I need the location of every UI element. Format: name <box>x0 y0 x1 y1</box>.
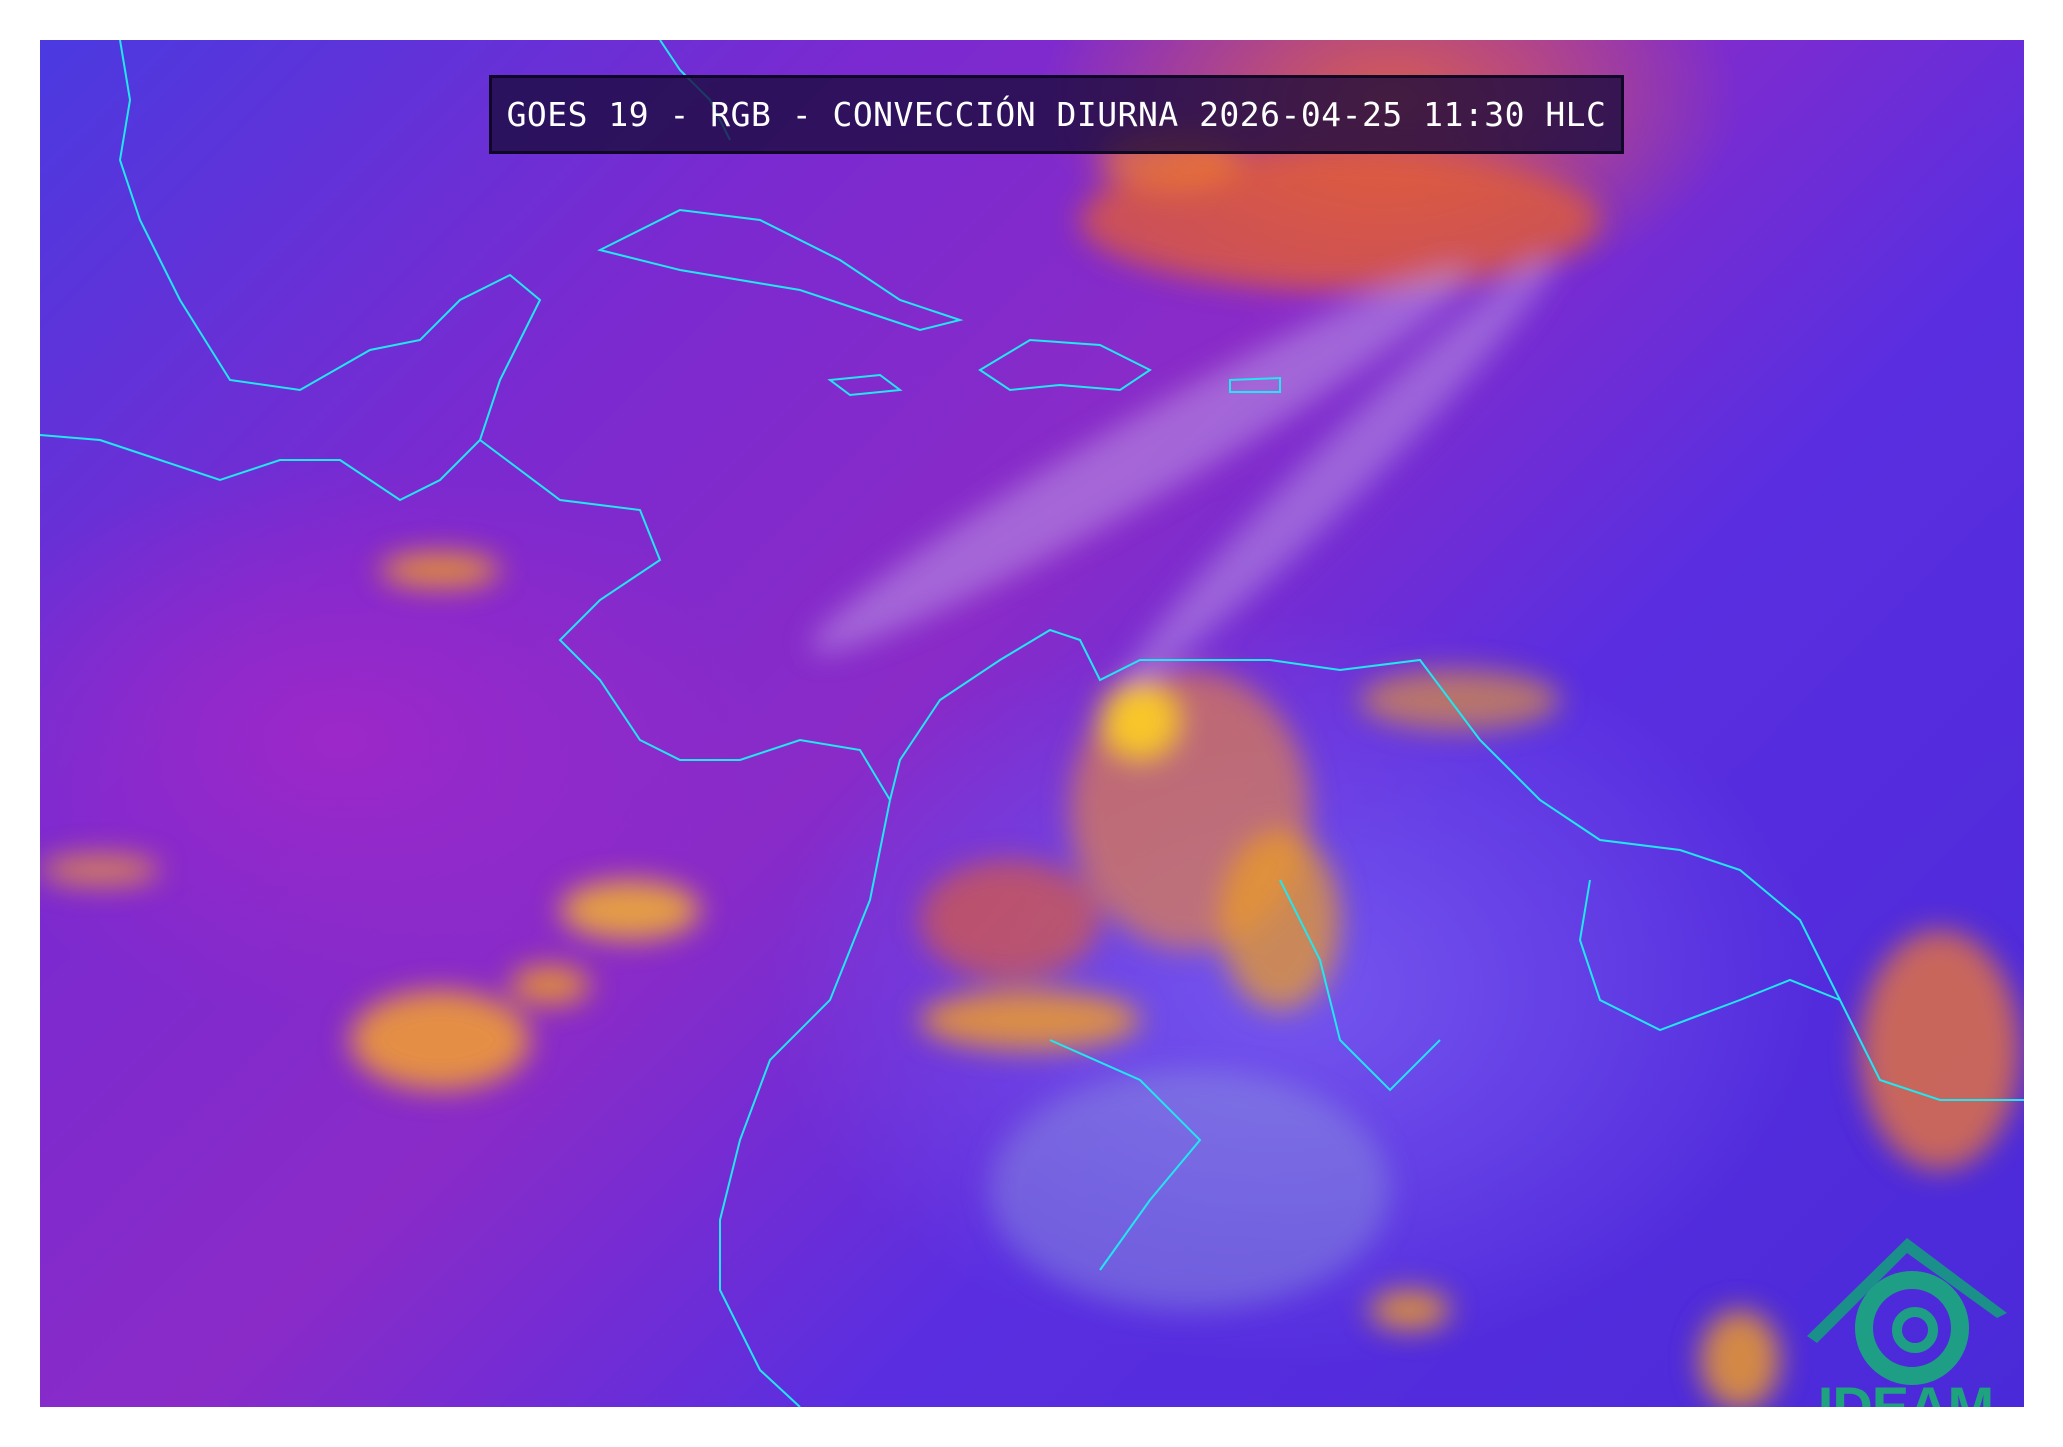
ideam-logo: IDEAM <box>1797 1218 2014 1407</box>
cloud-layer <box>40 130 2020 1407</box>
satellite-image: IDEAM <box>40 40 2024 1407</box>
ideam-logo-text: IDEAM <box>1817 1375 1994 1407</box>
image-title: GOES 19 - RGB - CONVECCIÓN DIURNA 2026-0… <box>506 95 1607 134</box>
title-banner: GOES 19 - RGB - CONVECCIÓN DIURNA 2026-0… <box>489 75 1624 154</box>
satellite-imagery-layer <box>40 40 2024 1407</box>
coastlines <box>40 40 2024 1407</box>
ideam-house-swirl-icon <box>1807 1238 2007 1385</box>
